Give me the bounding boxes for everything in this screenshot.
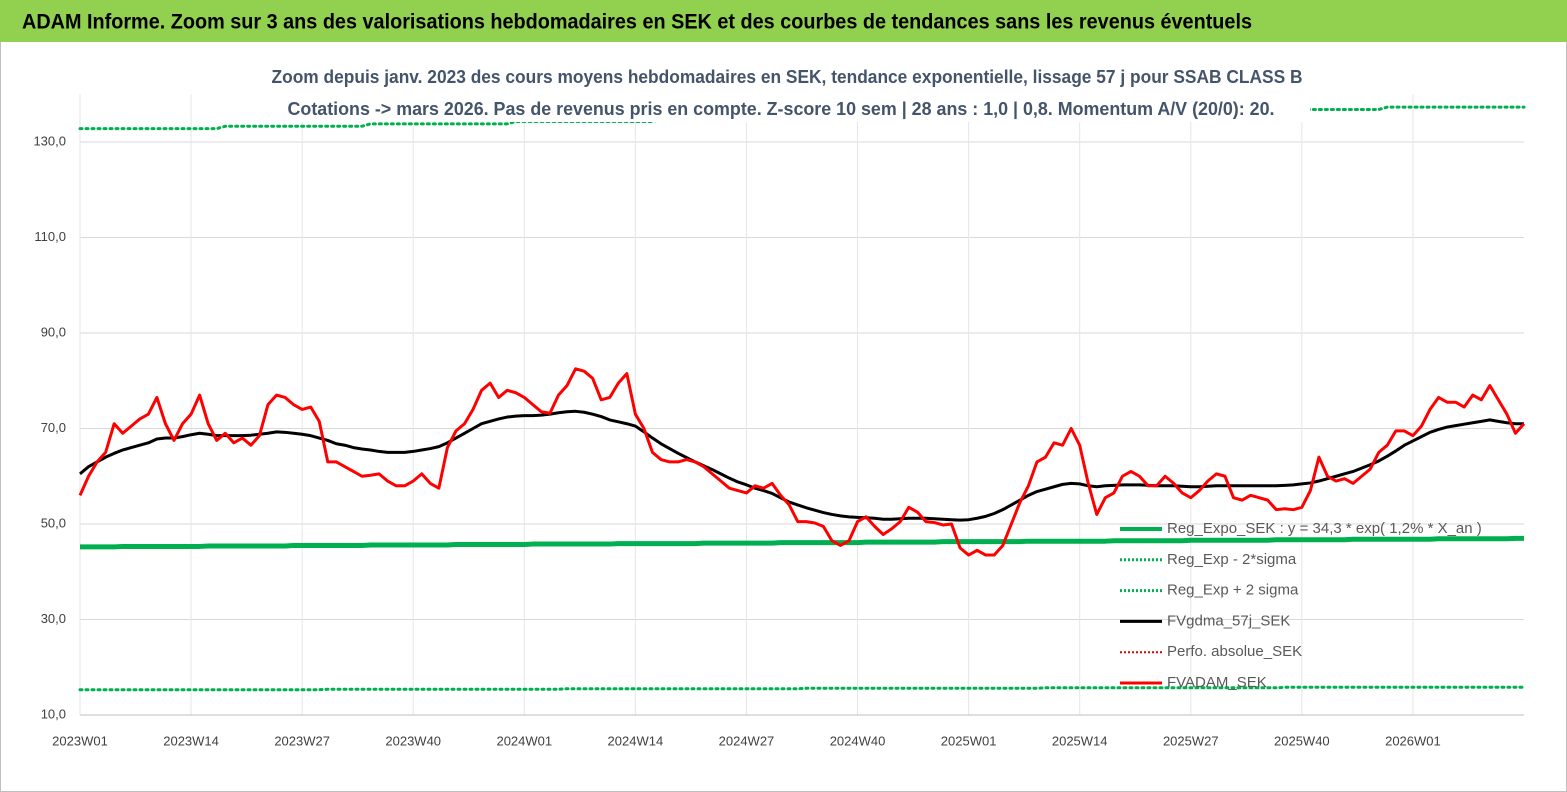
legend-label: Reg_Expo_SEK : y = 34,3 * exp( 1,2% * X_… [1167,520,1482,537]
subtitle-background [265,62,1310,122]
x-tick-label: 2024W01 [496,733,552,748]
y-tick-label: 10,0 [41,706,66,721]
x-tick-label: 2023W14 [163,733,219,748]
legend-label: Reg_Exp - 2*sigma [1167,551,1297,568]
data-line [78,367,1526,557]
legend: Reg_Expo_SEK : y = 34,3 * exp( 1,2% * X_… [1120,520,1482,691]
x-tick-label: 2024W27 [719,733,775,748]
x-tick-label: 2024W14 [608,733,664,748]
x-tick-label: 2026W01 [1385,733,1441,748]
header-bar [0,0,1567,42]
y-tick-label: 130,0 [33,133,66,148]
x-tick-label: 2025W14 [1052,733,1108,748]
legend-label: Perfo. absolue_SEK [1167,643,1302,660]
legend-label: FVgdma_57j_SEK [1167,612,1290,629]
legend-label: FVADAM_SEK [1167,674,1267,691]
data-line [78,685,1526,692]
data-line [80,535,1524,550]
y-tick-label: 110,0 [34,229,66,244]
x-tick-label: 2025W01 [941,733,997,748]
y-tick-label: 30,0 [41,611,66,626]
subtitle: Zoom depuis janv. 2023 des cours moyens … [272,67,1303,87]
y-tick-label: 70,0 [41,420,66,435]
y-tick-label: 50,0 [41,515,66,530]
x-tick-label: 2024W40 [830,733,886,748]
y-tick-label: 90,0 [41,324,66,339]
data-line [79,409,1524,522]
x-tick-label: 2025W27 [1163,733,1219,748]
chart-title: ADAM Informe. Zoom sur 3 ans des valoris… [22,11,1252,34]
legend-label: Reg_Exp + 2 sigma [1167,582,1299,599]
x-tick-label: 2023W27 [274,733,330,748]
subtitle: Cotations -> mars 2026. Pas de revenus p… [288,99,1275,119]
x-tick-label: 2025W40 [1274,733,1330,748]
x-tick-label: 2023W40 [385,733,441,748]
x-tick-label: 2023W01 [52,733,108,748]
